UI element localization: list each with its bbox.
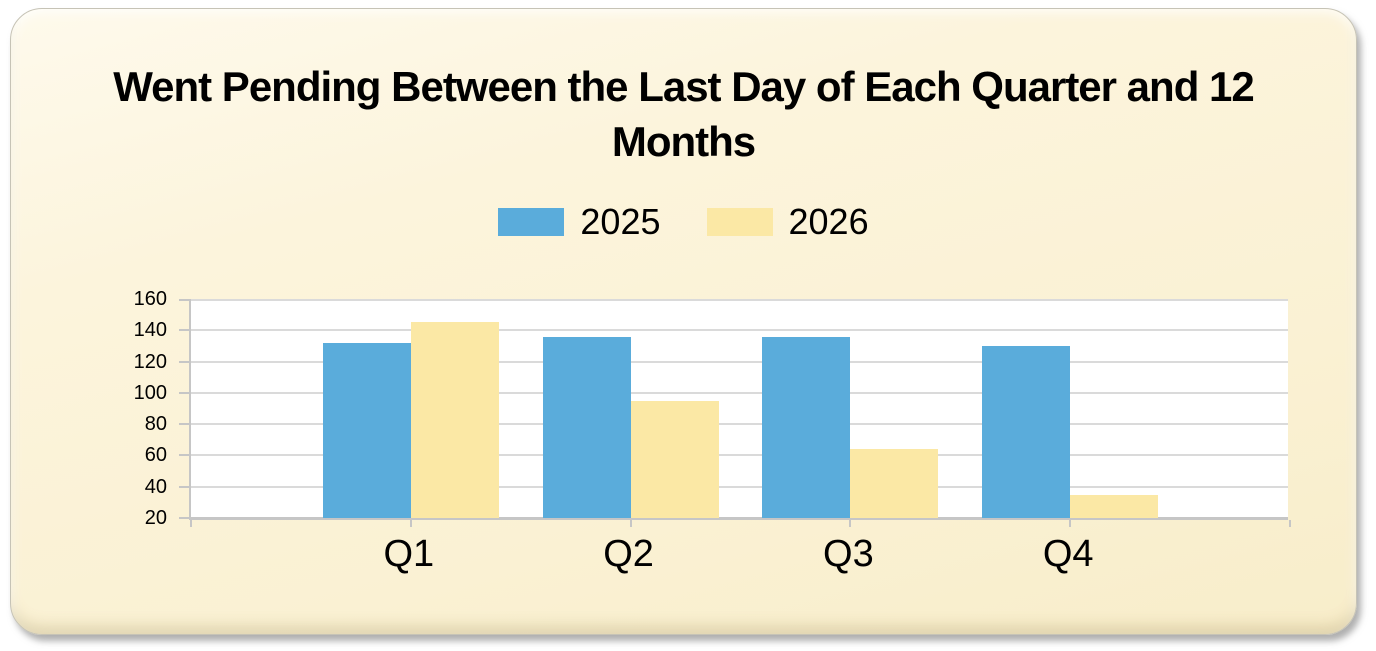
legend-item-2026: 2026: [706, 201, 869, 243]
x-tick-4: [1069, 520, 1072, 527]
y-tick-60: [179, 454, 189, 457]
y-tick-label-60: 60: [144, 444, 167, 467]
x-tick-1: [409, 520, 412, 527]
y-tick-140: [179, 329, 189, 332]
y-tick-label-120: 120: [133, 350, 167, 373]
x-tick-2: [629, 520, 632, 527]
x-axis-label-q2: Q2: [603, 533, 654, 575]
gridline-100: [191, 391, 1288, 394]
bar-2026-q2: [630, 400, 719, 518]
y-tick-label-80: 80: [144, 413, 167, 436]
bar-2025-q1: [322, 342, 411, 518]
gridline-160: [191, 299, 1288, 301]
gridline-60: [191, 454, 1288, 457]
y-tick-80: [179, 423, 189, 426]
legend: 2025 2026: [11, 201, 1356, 243]
y-tick-100: [179, 391, 189, 394]
x-axis-line: [189, 517, 1288, 520]
legend-swatch-2025: [498, 208, 565, 236]
y-tick-40: [179, 485, 189, 488]
y-tick-160: [179, 299, 189, 301]
y-tick-label-140: 140: [133, 319, 167, 342]
x-tick-3: [849, 520, 852, 527]
y-tick-label-40: 40: [144, 475, 167, 498]
y-tick-label-160: 160: [133, 288, 167, 310]
gridline-140: [191, 329, 1288, 332]
gridline-80: [191, 423, 1288, 426]
gridline-40: [191, 485, 1288, 488]
x-axis-labels: Q1 Q2 Q3 Q4: [189, 533, 1288, 593]
chart-title: Went Pending Between the Last Day of Eac…: [113, 63, 1255, 166]
x-axis-label-q4: Q4: [1042, 533, 1094, 575]
chart-card: Went Pending Between the Last Day of Eac…: [10, 8, 1357, 635]
y-tick-20: [179, 517, 189, 519]
legend-swatch-2026: [706, 208, 773, 236]
gridline-120: [191, 360, 1288, 363]
bar-2025-q3: [762, 336, 851, 518]
plot-area: [179, 299, 1291, 527]
bar-2026-q3: [850, 449, 939, 518]
x-tick-5: [1289, 520, 1291, 527]
bar-2026-q1: [410, 322, 499, 518]
bar-2025-q2: [542, 336, 631, 518]
bar-2025-q4: [982, 345, 1071, 518]
bar-2026-q4: [1070, 494, 1159, 518]
legend-item-2025: 2025: [498, 201, 661, 243]
y-tick-label-100: 100: [133, 381, 167, 404]
y-axis-labels: 160 140 120 100 80 60 40 20: [99, 289, 167, 528]
y-tick-label-20: 20: [144, 507, 167, 529]
x-axis-label-q1: Q1: [383, 533, 435, 575]
x-tick-0: [190, 520, 192, 527]
legend-label-2025: 2025: [580, 201, 661, 242]
y-tick-120: [179, 360, 189, 363]
x-axis-label-q3: Q3: [823, 533, 874, 575]
legend-label-2026: 2026: [788, 201, 869, 242]
